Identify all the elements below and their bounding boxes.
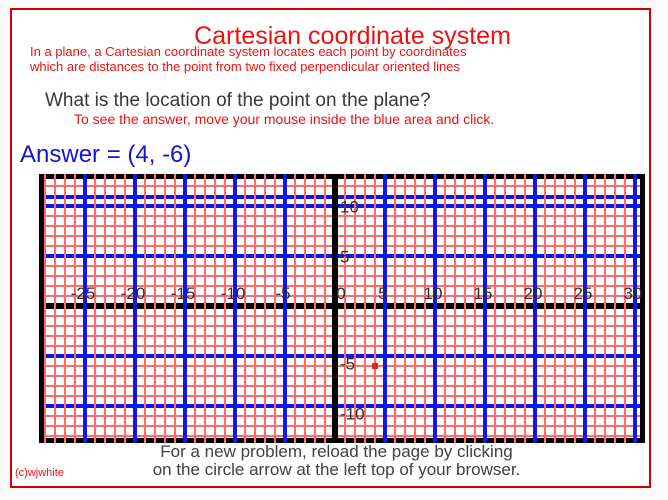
y-tick-label: 5 — [340, 247, 350, 267]
answer-value: (4, -6) — [127, 141, 192, 168]
reload-instructions: For a new problem, reload the page by cl… — [24, 443, 649, 479]
hint-text: To see the answer, move your mouse insid… — [74, 111, 495, 127]
x-tick-label: 30 — [623, 284, 643, 303]
x-tick-label: 0 — [336, 284, 346, 303]
reload-instructions-line-2: on the circle arrow at the left top of y… — [152, 460, 521, 479]
subtitle: In a plane, a Cartesian coordinate syste… — [30, 44, 467, 74]
y-axis — [332, 174, 338, 443]
x-tick-label: 20 — [523, 284, 543, 303]
x-tick-label: 15 — [473, 284, 493, 303]
subtitle-line-1: In a plane, a Cartesian coordinate syste… — [30, 44, 467, 59]
coordinate-grid[interactable]: -25 -20 -15 -10 -5 0 5 10 15 20 25 30 10 5 -5 -10 — [39, 174, 645, 443]
answer-label: Answer = — [20, 141, 128, 168]
y-tick-label: 10 — [340, 197, 359, 217]
x-tick-label: 10 — [423, 284, 443, 303]
x-tick-label: -5 — [275, 284, 291, 303]
y-tick-label: -10 — [340, 404, 365, 424]
reload-instructions-line-1: For a new problem, reload the page by cl… — [160, 442, 513, 461]
x-tick-label: -20 — [120, 284, 146, 303]
y-tick-label: -5 — [340, 354, 356, 374]
question-text: What is the location of the point on the… — [45, 90, 431, 111]
plot-point — [372, 363, 378, 369]
x-tick-label: 5 — [378, 284, 388, 303]
page-border-frame: Cartesian coordinate system In a plane, … — [10, 8, 651, 488]
answer-line: Answer = (4, -6) — [20, 141, 191, 169]
x-tick-label: -25 — [70, 284, 96, 303]
page-title: Cartesian coordinate system — [194, 22, 511, 50]
copyright: (c)wjwhite — [15, 467, 64, 479]
x-tick-label: -10 — [220, 284, 246, 303]
vertical-gridlines — [44, 174, 640, 443]
subtitle-line-2: which are distances to the point from tw… — [30, 58, 460, 74]
x-tick-label: 25 — [573, 284, 593, 303]
x-tick-label: -15 — [170, 284, 196, 303]
